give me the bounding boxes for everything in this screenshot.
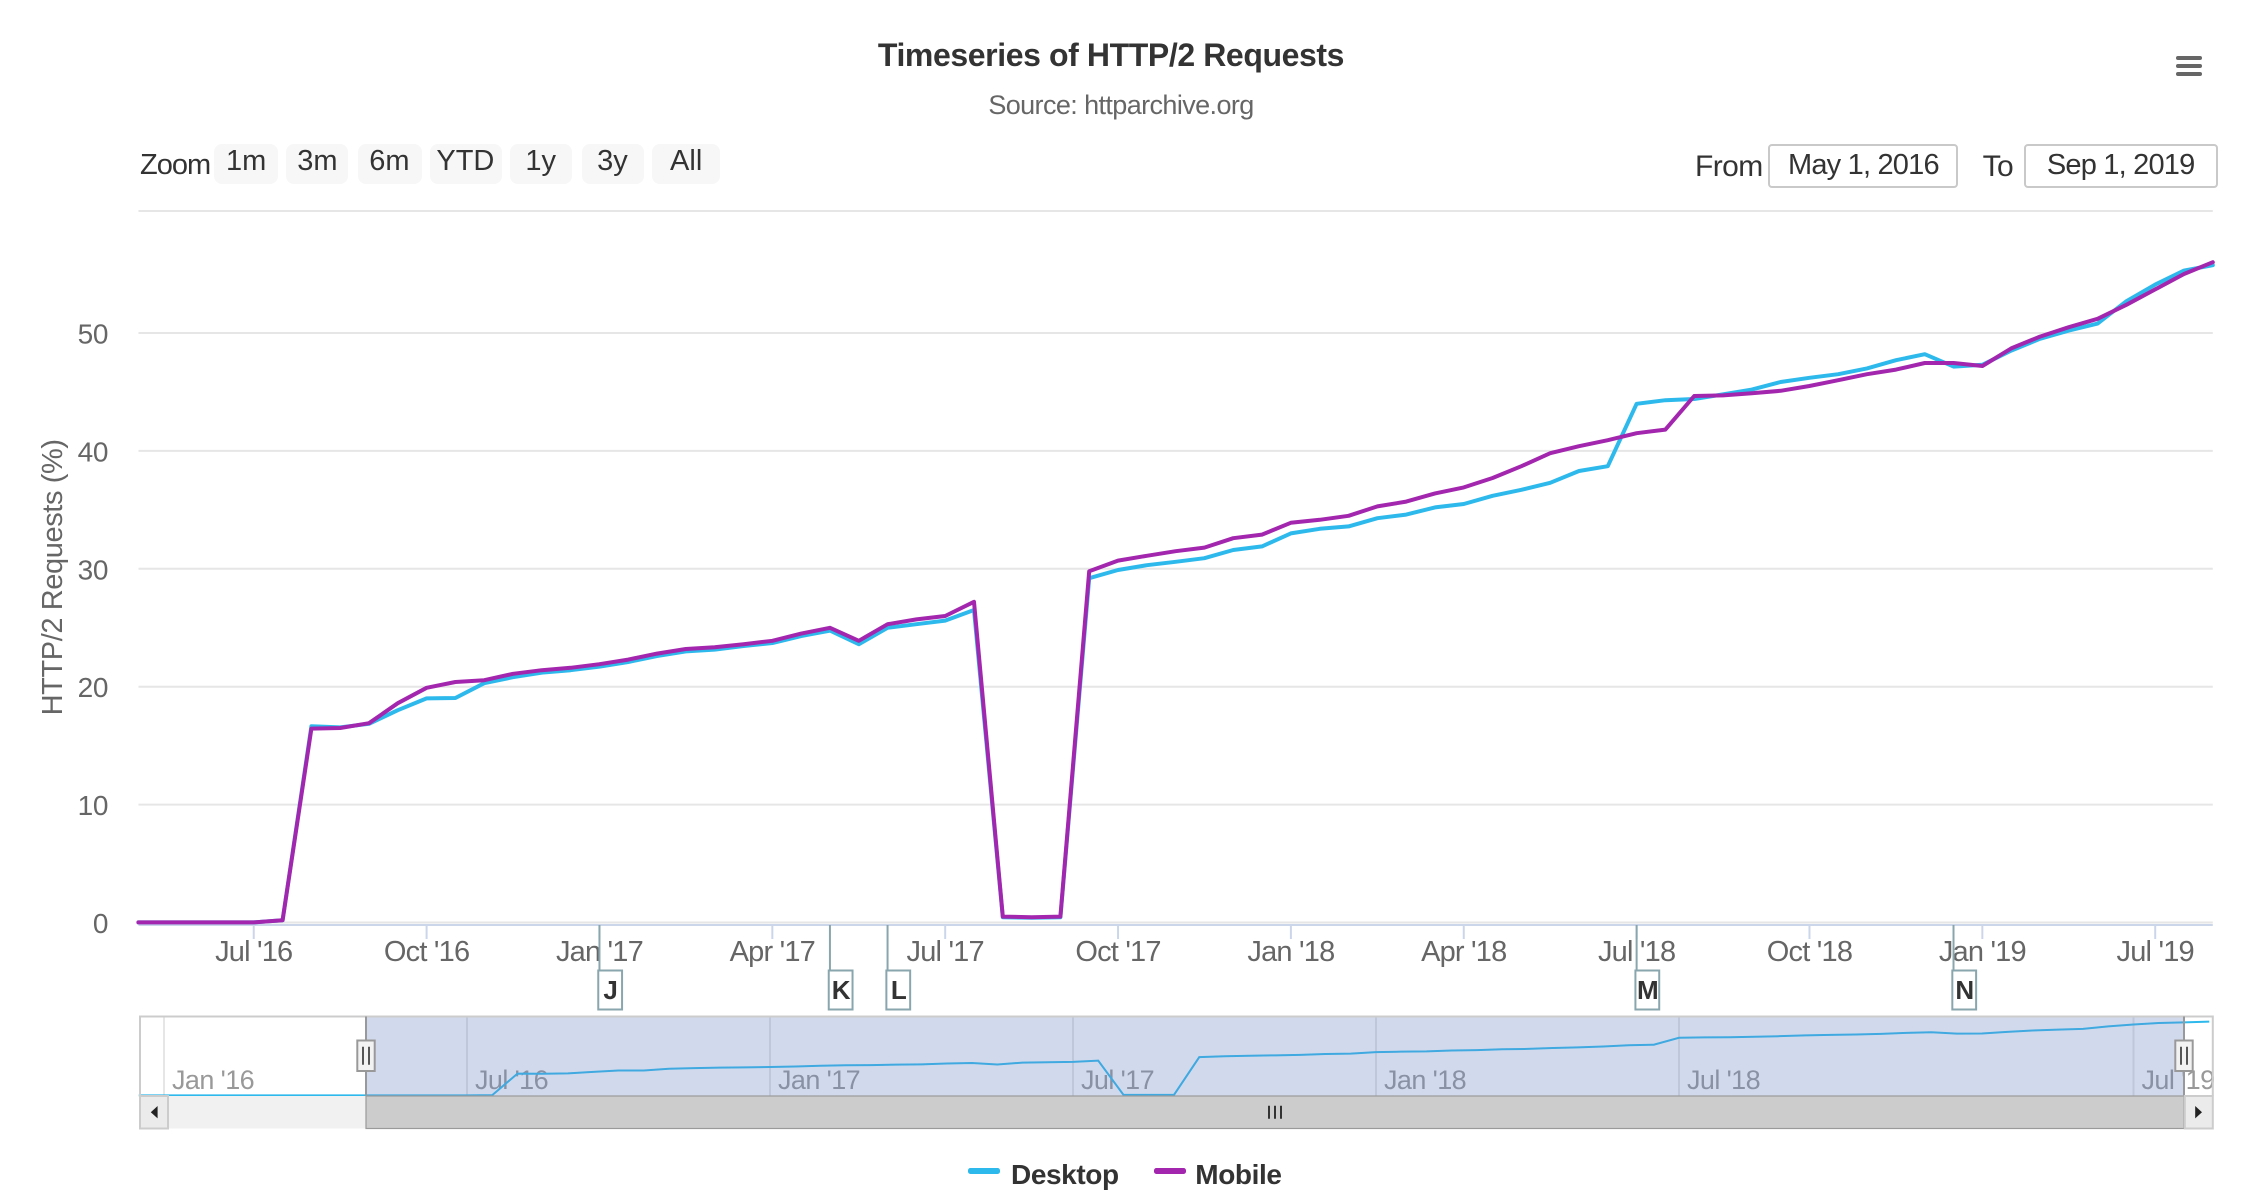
svg-text:K: K: [832, 975, 851, 1005]
svg-text:Jul '17: Jul '17: [907, 936, 984, 968]
svg-text:Oct '16: Oct '16: [384, 936, 469, 968]
svg-text:Apr '17: Apr '17: [730, 936, 815, 968]
svg-text:Apr '18: Apr '18: [1421, 936, 1506, 968]
svg-text:Jul '18: Jul '18: [1687, 1065, 1760, 1095]
svg-text:Oct '17: Oct '17: [1075, 936, 1160, 968]
svg-text:Jan '17: Jan '17: [778, 1065, 860, 1095]
svg-text:40: 40: [78, 436, 108, 467]
svg-text:M: M: [1637, 975, 1659, 1005]
svg-text:0: 0: [93, 908, 108, 939]
svg-text:Jan '16: Jan '16: [172, 1065, 254, 1095]
svg-text:50: 50: [78, 319, 108, 350]
svg-text:Jan '18: Jan '18: [1384, 1065, 1466, 1095]
svg-text:Jul '16: Jul '16: [215, 936, 292, 968]
svg-text:10: 10: [78, 790, 108, 821]
svg-text:J: J: [603, 975, 617, 1005]
svg-text:HTTP/2 Requests (%): HTTP/2 Requests (%): [37, 439, 69, 715]
svg-text:Jan '18: Jan '18: [1247, 936, 1334, 968]
svg-text:Jan '19: Jan '19: [1939, 936, 2026, 968]
svg-text:Jul '16: Jul '16: [475, 1065, 548, 1095]
svg-text:30: 30: [78, 554, 108, 585]
svg-text:L: L: [891, 975, 907, 1005]
svg-text:Oct '18: Oct '18: [1767, 936, 1852, 968]
svg-text:N: N: [1955, 975, 1974, 1005]
svg-text:Jul '17: Jul '17: [1081, 1065, 1154, 1095]
svg-text:20: 20: [78, 672, 108, 703]
svg-text:Jul '19: Jul '19: [2117, 936, 2194, 968]
